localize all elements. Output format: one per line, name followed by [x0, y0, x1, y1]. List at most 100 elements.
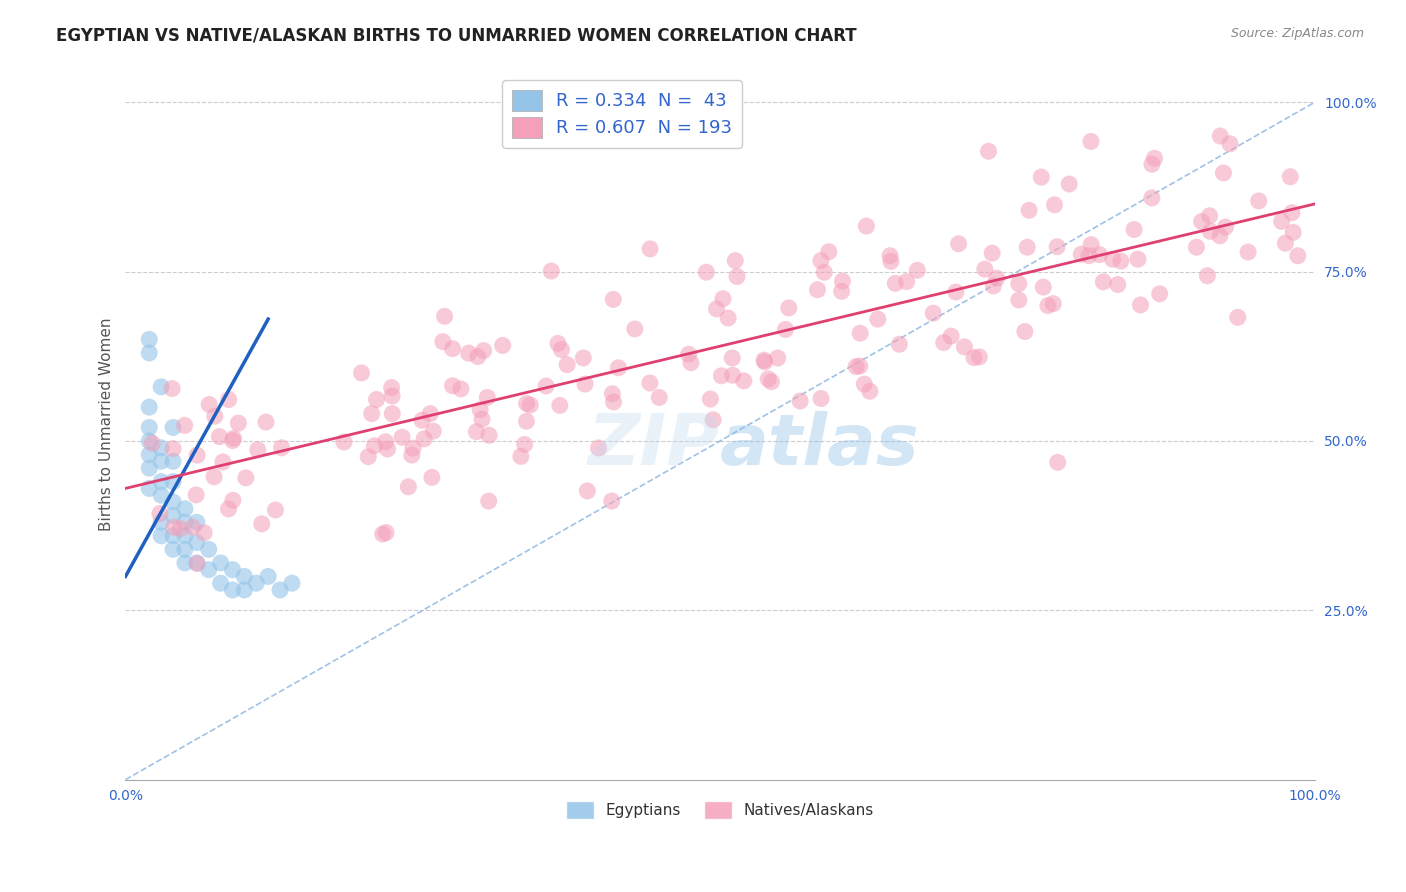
Point — [221, 434, 243, 448]
Point — [162, 495, 184, 509]
Point — [174, 501, 197, 516]
Point — [648, 391, 671, 405]
Point — [441, 378, 464, 392]
Point — [866, 312, 889, 326]
Point — [1109, 254, 1132, 268]
Text: ZIP: ZIP — [588, 411, 720, 480]
Point — [1080, 135, 1102, 149]
Point — [202, 469, 225, 483]
Point — [602, 293, 624, 307]
Point — [945, 285, 967, 299]
Point — [138, 448, 160, 462]
Point — [817, 244, 839, 259]
Point — [555, 358, 578, 372]
Point — [1191, 214, 1213, 228]
Point — [1270, 214, 1292, 228]
Legend: Egyptians, Natives/Alaskans: Egyptians, Natives/Alaskans — [560, 795, 880, 825]
Point — [638, 376, 661, 390]
Point — [754, 355, 776, 369]
Point — [197, 542, 219, 557]
Point — [1008, 277, 1031, 291]
Point — [1107, 277, 1129, 292]
Point — [472, 343, 495, 358]
Point — [281, 576, 304, 591]
Text: Source: ZipAtlas.com: Source: ZipAtlas.com — [1230, 27, 1364, 40]
Point — [150, 515, 173, 529]
Point — [254, 415, 277, 429]
Point — [222, 493, 245, 508]
Point — [953, 340, 976, 354]
Point — [516, 396, 538, 410]
Point — [432, 334, 454, 349]
Point — [766, 351, 789, 365]
Point — [1209, 228, 1232, 243]
Point — [983, 279, 1005, 293]
Point — [233, 569, 256, 583]
Point — [717, 311, 740, 326]
Point — [1057, 177, 1080, 191]
Point — [853, 377, 876, 392]
Point — [831, 274, 853, 288]
Point — [1219, 136, 1241, 151]
Point — [209, 576, 232, 591]
Point — [270, 441, 292, 455]
Point — [574, 377, 596, 392]
Point — [1209, 128, 1232, 143]
Point — [186, 448, 208, 462]
Point — [375, 525, 398, 540]
Point — [725, 269, 748, 284]
Point — [1286, 249, 1309, 263]
Point — [366, 392, 388, 407]
Point — [162, 542, 184, 557]
Point — [138, 420, 160, 434]
Point — [141, 436, 163, 450]
Point — [478, 494, 501, 508]
Point — [848, 359, 870, 373]
Point — [1101, 252, 1123, 267]
Point — [1140, 191, 1163, 205]
Text: atlas: atlas — [720, 411, 920, 480]
Point — [1088, 248, 1111, 262]
Point — [1017, 240, 1039, 254]
Point — [859, 384, 882, 399]
Point — [810, 253, 832, 268]
Point — [138, 400, 160, 414]
Point — [588, 441, 610, 455]
Point — [269, 582, 291, 597]
Point — [706, 301, 728, 316]
Point — [413, 432, 436, 446]
Point — [879, 249, 901, 263]
Point — [678, 347, 700, 361]
Point — [333, 435, 356, 450]
Point — [468, 402, 491, 417]
Point — [402, 441, 425, 455]
Point — [973, 262, 995, 277]
Point — [1046, 240, 1069, 254]
Point — [963, 351, 986, 365]
Point — [702, 413, 724, 427]
Point — [849, 326, 872, 341]
Point — [422, 424, 444, 438]
Point — [246, 442, 269, 457]
Point — [1198, 209, 1220, 223]
Point — [1282, 225, 1305, 239]
Point — [162, 508, 184, 523]
Point — [257, 569, 280, 583]
Point — [855, 219, 877, 233]
Y-axis label: Births to Unmarried Women: Births to Unmarried Women — [100, 318, 114, 531]
Point — [181, 520, 204, 534]
Point — [233, 582, 256, 597]
Point — [150, 475, 173, 489]
Point — [208, 429, 231, 443]
Point — [1126, 252, 1149, 267]
Point — [477, 391, 499, 405]
Point — [149, 507, 172, 521]
Point — [889, 337, 911, 351]
Point — [150, 380, 173, 394]
Point — [880, 254, 903, 268]
Point — [831, 285, 853, 299]
Point — [357, 450, 380, 464]
Point — [186, 557, 208, 571]
Point — [162, 529, 184, 543]
Point — [1247, 194, 1270, 208]
